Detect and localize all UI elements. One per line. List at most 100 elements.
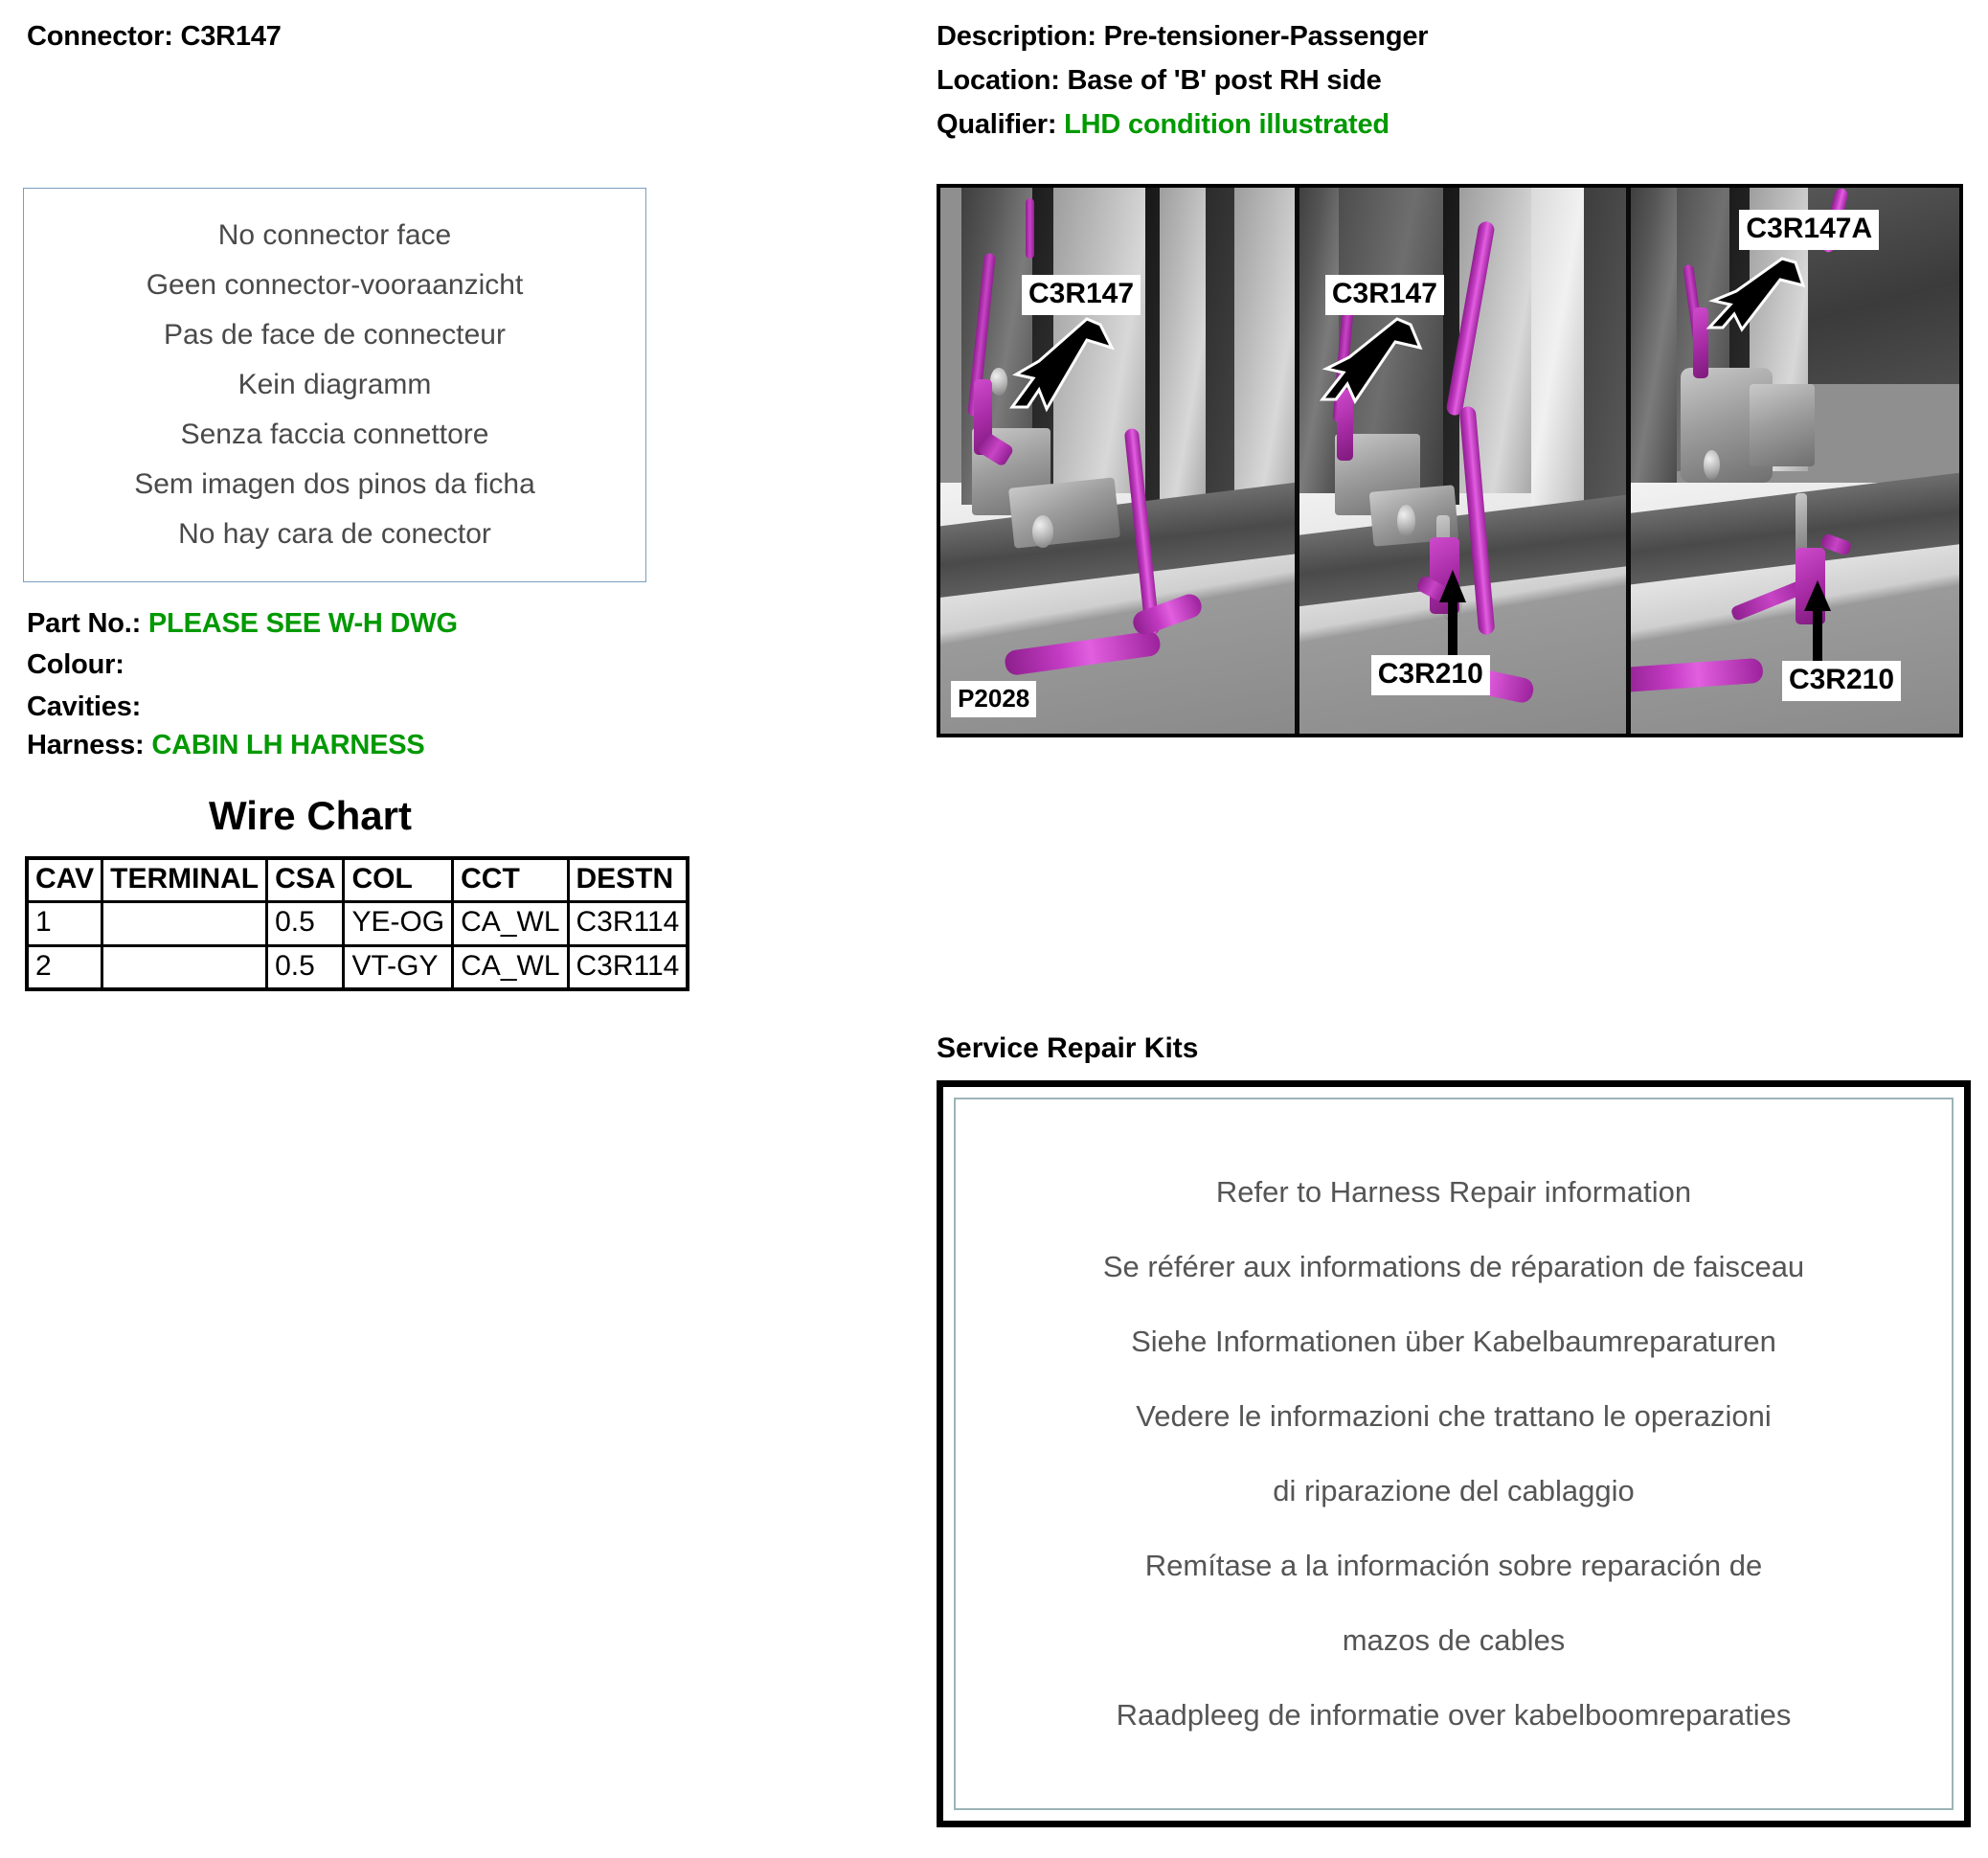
srk-line: Se référer aux informations de réparatio… bbox=[1102, 1250, 1805, 1283]
qualifier-value: LHD condition illustrated bbox=[1064, 109, 1389, 140]
table-header-row: CAV TERMINAL CSA COL CCT DESTN bbox=[25, 856, 689, 904]
srk-line: Refer to Harness Repair information bbox=[1215, 1175, 1692, 1209]
cell-cct: CA_WL bbox=[451, 943, 570, 991]
no-face-line: Kein diagramm bbox=[237, 369, 432, 400]
column-header-csa: CSA bbox=[265, 856, 346, 904]
cavities-label: Cavities: bbox=[27, 691, 142, 722]
connector-heading: Connector: C3R147 bbox=[27, 21, 282, 53]
bolt-head bbox=[989, 368, 1008, 396]
callout-arrow-up bbox=[1804, 580, 1832, 680]
location-label: Location: bbox=[937, 65, 1068, 96]
no-face-line: Senza faccia connettore bbox=[180, 419, 489, 450]
srk-line: Remítase a la información sobre reparaci… bbox=[1144, 1549, 1763, 1582]
mount-plate bbox=[1007, 477, 1120, 549]
b-post-outer bbox=[1631, 188, 1678, 483]
b-post-trim bbox=[1160, 188, 1207, 505]
b-post-seam bbox=[1145, 188, 1161, 505]
location-photo: C3R147 P2028 C3R147 C3R210 bbox=[937, 184, 1963, 737]
no-face-line: Sem imagen dos pinos da ficha bbox=[134, 468, 535, 500]
photo-panel-1: C3R147 P2028 bbox=[940, 188, 1299, 734]
description-label: Description: bbox=[937, 21, 1104, 52]
column-header-cav: CAV bbox=[25, 856, 104, 904]
srk-line: di riparazione del cablaggio bbox=[1273, 1474, 1635, 1507]
cell-col: VT-GY bbox=[342, 943, 455, 991]
photo-panel-3: C3R147A C3R210 bbox=[1631, 188, 1959, 734]
description-row: Description: Pre-tensioner-Passenger bbox=[937, 21, 1429, 53]
srk-line: Siehe Informationen über Kabelbaumrepara… bbox=[1131, 1325, 1776, 1358]
callout-arrow-up bbox=[1438, 570, 1466, 673]
column-header-destn: DESTN bbox=[566, 856, 689, 904]
column-header-col: COL bbox=[342, 856, 455, 904]
cell-csa: 0.5 bbox=[265, 900, 346, 947]
location-value: Base of 'B' post RH side bbox=[1067, 65, 1382, 96]
harness-upper-stub bbox=[1025, 198, 1034, 260]
wire-chart-title: Wire Chart bbox=[209, 793, 412, 838]
callout-arrow bbox=[1008, 317, 1115, 413]
srk-line: mazos de cables bbox=[1342, 1623, 1566, 1657]
colour-label: Colour: bbox=[27, 649, 124, 680]
table-row: 2 0.5 VT-GY CA_WL C3R114 bbox=[25, 943, 689, 991]
cell-cct: CA_WL bbox=[451, 900, 570, 947]
callout-c3r147: C3R147 bbox=[1021, 275, 1141, 316]
no-connector-face-panel: No connector face Geen connector-vooraan… bbox=[23, 188, 646, 582]
srk-line: Vedere le informazioni che trattano le o… bbox=[1136, 1399, 1772, 1433]
no-face-line: Pas de face de connecteur bbox=[164, 319, 506, 351]
part-number-row: Part No.: PLEASE SEE W-H DWG bbox=[27, 608, 458, 640]
service-repair-kits-inner: Refer to Harness Repair information Se r… bbox=[954, 1098, 1954, 1810]
cell-cav: 2 bbox=[25, 943, 104, 991]
colour-row: Colour: bbox=[27, 649, 124, 681]
part-number-label: Part No.: bbox=[27, 608, 148, 639]
cell-csa: 0.5 bbox=[265, 943, 346, 991]
b-post-outer bbox=[1299, 188, 1339, 494]
no-face-line: No hay cara de conector bbox=[178, 518, 491, 550]
cell-col: YE-OG bbox=[342, 900, 455, 947]
cell-destn: C3R114 bbox=[566, 900, 689, 947]
no-face-line: No connector face bbox=[217, 219, 452, 251]
cell-destn: C3R114 bbox=[566, 943, 689, 991]
service-repair-kits-title: Service Repair Kits bbox=[937, 1032, 1199, 1064]
connector-value: C3R147 bbox=[180, 21, 282, 52]
harness-label: Harness: bbox=[27, 730, 152, 760]
bolt-head bbox=[1397, 504, 1415, 537]
b-post-edge bbox=[1206, 188, 1234, 515]
callout-arrow bbox=[1706, 257, 1806, 332]
cavities-row: Cavities: bbox=[27, 691, 141, 723]
bolt-head bbox=[1703, 449, 1720, 480]
guide-rail bbox=[1795, 493, 1807, 570]
callout-c3r210: C3R210 bbox=[1370, 655, 1490, 696]
srk-line: Raadpleeg de informatie over kabelboomre… bbox=[1116, 1698, 1792, 1732]
mount-plate bbox=[1749, 384, 1816, 466]
b-post-inner bbox=[1032, 188, 1054, 494]
connector-details-block: Description: Pre-tensioner-Passenger Loc… bbox=[937, 21, 1429, 153]
column-header-cct: CCT bbox=[451, 856, 570, 904]
location-row: Location: Base of 'B' post RH side bbox=[937, 65, 1428, 97]
wire-chart-table: CAV TERMINAL CSA COL CCT DESTN 1 0.5 YE-… bbox=[25, 856, 690, 992]
photo-panel-2: C3R147 C3R210 bbox=[1299, 188, 1632, 734]
connector-label: Connector: bbox=[27, 21, 181, 52]
description-value: Pre-tensioner-Passenger bbox=[1103, 21, 1429, 52]
b-post-far bbox=[1583, 188, 1627, 510]
column-header-terminal: TERMINAL bbox=[101, 856, 269, 904]
callout-c3r147a: C3R147A bbox=[1739, 209, 1880, 250]
connector-c3r147a bbox=[1693, 307, 1709, 379]
service-repair-kits-panel: Refer to Harness Repair information Se r… bbox=[937, 1080, 1971, 1827]
callout-arrow bbox=[1319, 317, 1423, 404]
cell-cav: 1 bbox=[25, 900, 104, 947]
image-reference-label: P2028 bbox=[951, 680, 1037, 717]
part-number-value: PLEASE SEE W-H DWG bbox=[147, 608, 458, 639]
no-face-line: Geen connector-vooraanzicht bbox=[146, 269, 524, 301]
harness-row: Harness: CABIN LH HARNESS bbox=[27, 730, 425, 761]
table-row: 1 0.5 YE-OG CA_WL C3R114 bbox=[25, 900, 689, 947]
qualifier-row: Qualifier: LHD condition illustrated bbox=[937, 109, 1428, 141]
callout-c3r210: C3R210 bbox=[1781, 660, 1902, 701]
harness-value: CABIN LH HARNESS bbox=[151, 730, 425, 760]
b-post-seam bbox=[1442, 188, 1459, 505]
callout-c3r147: C3R147 bbox=[1324, 275, 1444, 316]
connector-c3r147 bbox=[1336, 389, 1353, 461]
cell-terminal bbox=[101, 943, 269, 991]
bolt-head bbox=[1032, 515, 1054, 549]
b-post-far bbox=[1233, 188, 1295, 515]
cell-terminal bbox=[101, 900, 269, 947]
qualifier-label: Qualifier: bbox=[937, 109, 1065, 140]
b-post-highlight bbox=[1531, 188, 1584, 510]
